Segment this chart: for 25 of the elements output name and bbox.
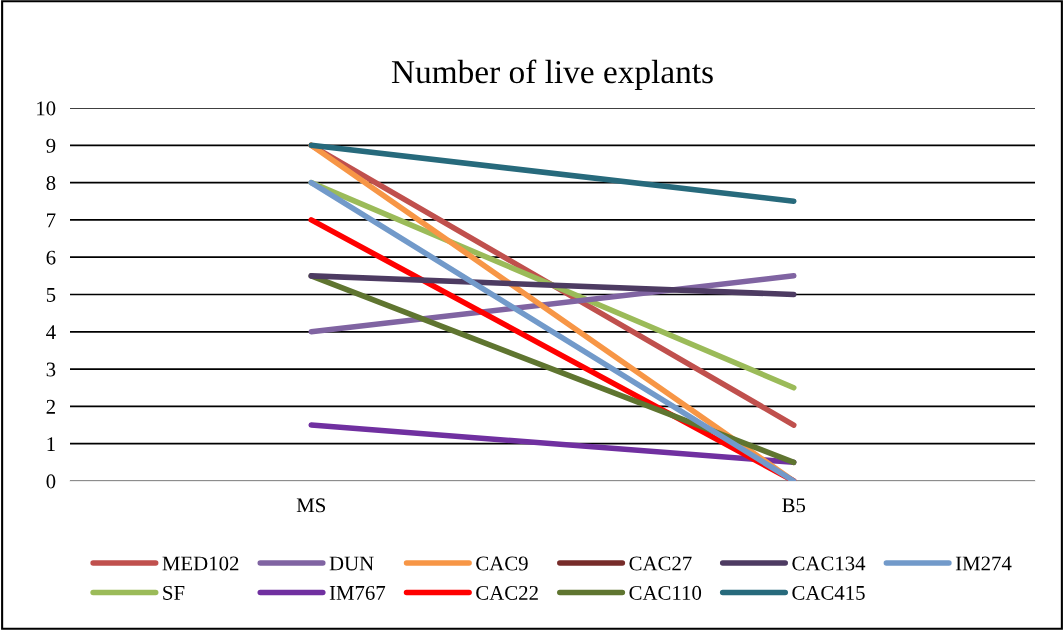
y-tick-label: 1 <box>47 437 55 451</box>
y-tick-label: 0 <box>46 474 56 489</box>
y-tick-label: 9 <box>46 138 56 153</box>
legend-label: CAC27 <box>629 556 692 571</box>
y-tick-label: 3 <box>46 362 56 377</box>
legend-label: CAC9 <box>476 556 528 571</box>
y-tick-label: 5 <box>46 288 56 302</box>
legend-label: MED102 <box>162 556 239 571</box>
y-tick-label: 2 <box>46 399 55 414</box>
legend-label: DUN <box>329 556 374 571</box>
x-tick-label: B5 <box>782 498 806 513</box>
y-tick-label: 8 <box>46 175 56 191</box>
legend-label: IM767 <box>329 585 386 600</box>
legend-label: CAC22 <box>476 585 538 600</box>
legend-label: CAC110 <box>629 585 702 600</box>
legend-label: CAC134 <box>792 556 866 571</box>
y-tick-label: 4 <box>46 325 56 340</box>
legend-label: IM274 <box>955 556 1012 571</box>
y-tick-label: 10 <box>37 101 56 116</box>
chart-title: Number of live explants <box>391 59 713 91</box>
legend-label: SF <box>163 585 185 600</box>
y-tick-label: 6 <box>46 250 56 265</box>
x-tick-label: MS <box>296 498 326 513</box>
legend-label: CAC415 <box>792 585 865 600</box>
y-tick-label: 7 <box>47 213 56 228</box>
